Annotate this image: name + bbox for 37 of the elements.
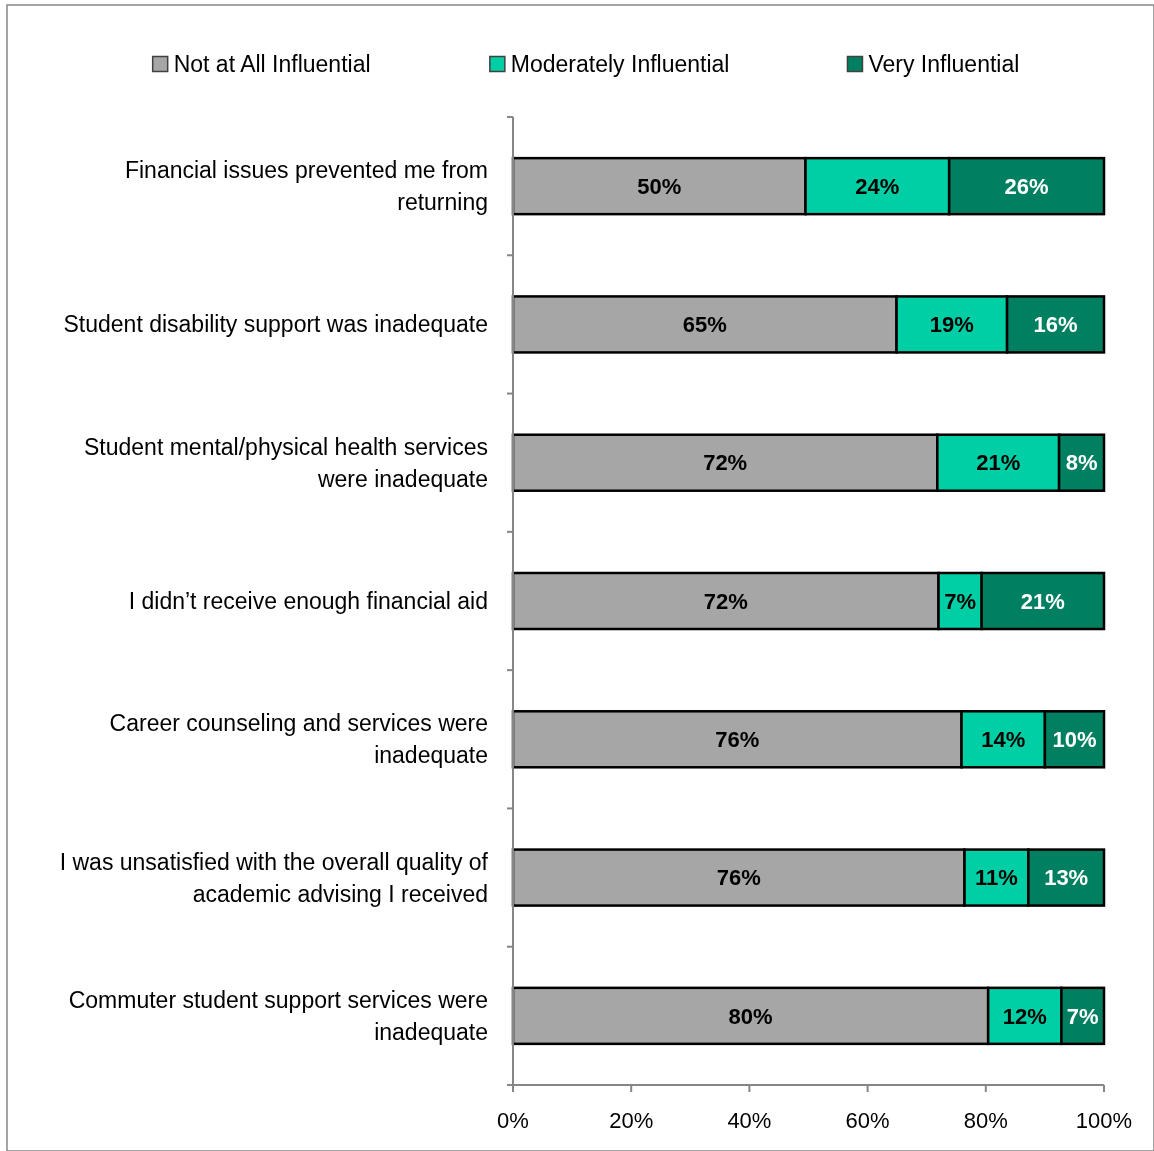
data-label: 76% [716, 865, 761, 891]
legend-label: Moderately Influential [510, 51, 730, 78]
data-label: 13% [1044, 865, 1089, 891]
x-tick-label: 80% [963, 1107, 1008, 1133]
x-tick-label: 100% [1075, 1107, 1133, 1133]
y-tick-label: I didn’t receive enough financial aid [128, 588, 488, 615]
x-tick-label: 0% [497, 1107, 529, 1133]
legend-label: Not at All Influential [173, 51, 371, 78]
data-label: 11% [975, 865, 1018, 891]
data-label: 72% [703, 588, 748, 614]
data-label: 50% [637, 173, 682, 199]
data-label: 21% [976, 450, 1021, 476]
y-tick-label: I was unsatisfied with the overall quality of academic advising I received [59, 848, 489, 907]
y-tick-label: Career counseling and services were inadequate [109, 710, 488, 769]
x-tick-label: 40% [727, 1107, 772, 1133]
data-label: 24% [855, 173, 900, 199]
data-label: 16% [1033, 312, 1078, 338]
data-label: 8% [1065, 450, 1098, 476]
x-tick-label: 60% [845, 1107, 890, 1133]
data-label: 26% [1004, 173, 1049, 199]
data-label: 21% [1020, 588, 1065, 614]
y-tick-label: Financial issues prevented me from returning [124, 157, 488, 216]
data-label: 65% [682, 312, 727, 338]
data-label: 72% [703, 450, 748, 476]
data-label: 10% [1052, 726, 1097, 752]
y-tick-label: Student disability support was inadequate [63, 311, 488, 338]
y-tick-label: Student mental/physical health services were inadequate [84, 433, 488, 492]
data-label: 19% [929, 312, 974, 338]
data-label: 7% [944, 588, 976, 614]
data-label: 14% [981, 726, 1026, 752]
data-label: 80% [728, 1003, 773, 1029]
x-tick-label: 20% [609, 1107, 654, 1133]
y-tick-label: Commuter student support services were inadequate [68, 986, 488, 1045]
data-label: 12% [1002, 1003, 1047, 1029]
data-label: 7% [1066, 1003, 1099, 1029]
data-label: 76% [715, 726, 760, 752]
legend-label: Very Influential [868, 51, 1020, 78]
